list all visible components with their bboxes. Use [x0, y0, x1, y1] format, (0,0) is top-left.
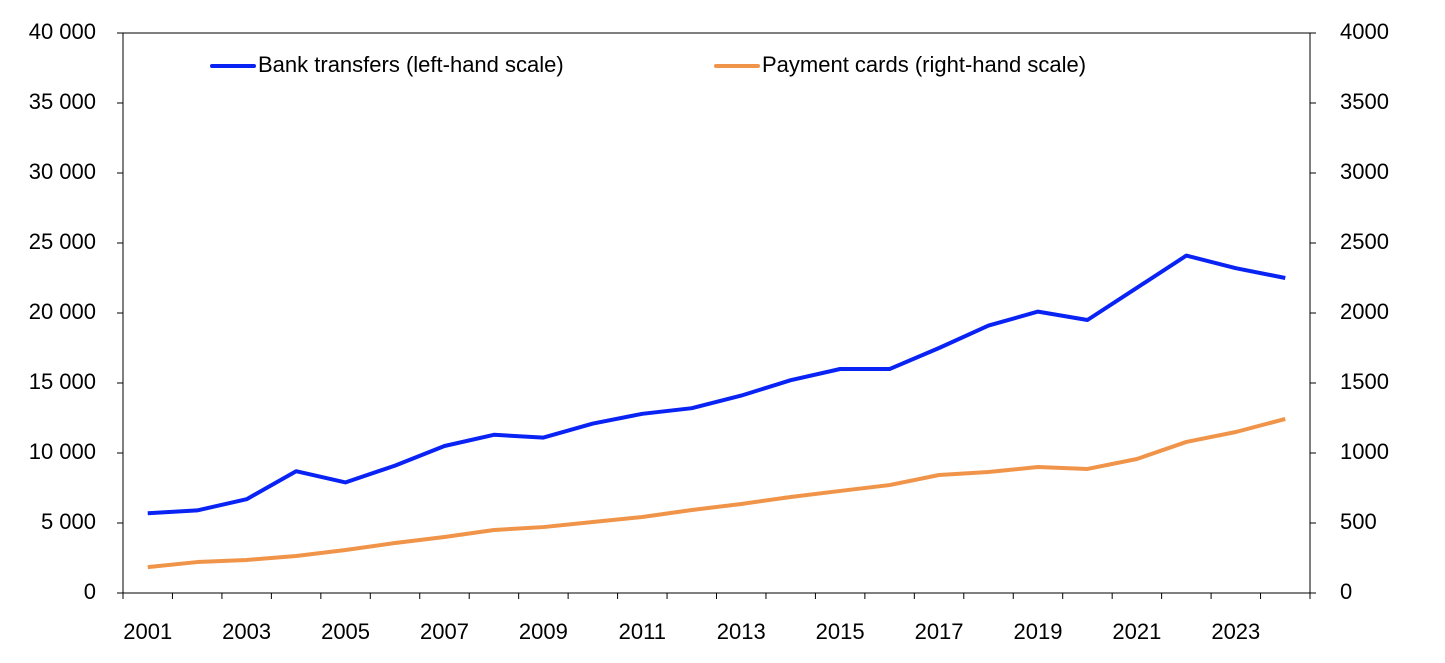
y-tick-label: 5 000 — [41, 509, 96, 534]
x-tick-label: 2001 — [123, 619, 172, 644]
y2-tick-label: 2500 — [1340, 229, 1389, 254]
series-line — [147, 417, 1286, 570]
y2-tick-label: 3000 — [1340, 159, 1389, 184]
x-tick-label: 2013 — [717, 619, 766, 644]
y2-tick-label: 1500 — [1340, 369, 1389, 394]
y2-tick-label: 2000 — [1340, 299, 1389, 324]
x-tick-label: 2017 — [915, 619, 964, 644]
x-tick-label: 2015 — [816, 619, 865, 644]
y2-tick-label: 0 — [1340, 579, 1352, 604]
y-tick-label: 40 000 — [29, 19, 96, 44]
y-tick-label: 20 000 — [29, 299, 96, 324]
x-tick-label: 2023 — [1211, 619, 1260, 644]
legend-label: Bank transfers (left-hand scale) — [258, 52, 564, 77]
y2-tick-label: 1000 — [1340, 439, 1389, 464]
y-tick-label: 25 000 — [29, 229, 96, 254]
y-tick-label: 10 000 — [29, 439, 96, 464]
y-tick-label: 30 000 — [29, 159, 96, 184]
plot-frame — [122, 32, 1311, 594]
y-tick-label: 0 — [84, 579, 96, 604]
x-tick-label: 2019 — [1014, 619, 1063, 644]
y-tick-label: 35 000 — [29, 89, 96, 114]
x-tick-label: 2009 — [519, 619, 568, 644]
legend-label: Payment cards (right-hand scale) — [762, 52, 1086, 77]
y2-tick-label: 500 — [1340, 509, 1377, 534]
y2-tick-label: 4000 — [1340, 19, 1389, 44]
y-tick-label: 15 000 — [29, 369, 96, 394]
x-tick-label: 2007 — [420, 619, 469, 644]
series-line — [147, 253, 1286, 516]
x-tick-label: 2021 — [1112, 619, 1161, 644]
x-tick-label: 2003 — [222, 619, 271, 644]
y2-tick-label: 3500 — [1340, 89, 1389, 114]
x-tick-label: 2011 — [619, 619, 666, 644]
x-tick-label: 2005 — [321, 619, 370, 644]
